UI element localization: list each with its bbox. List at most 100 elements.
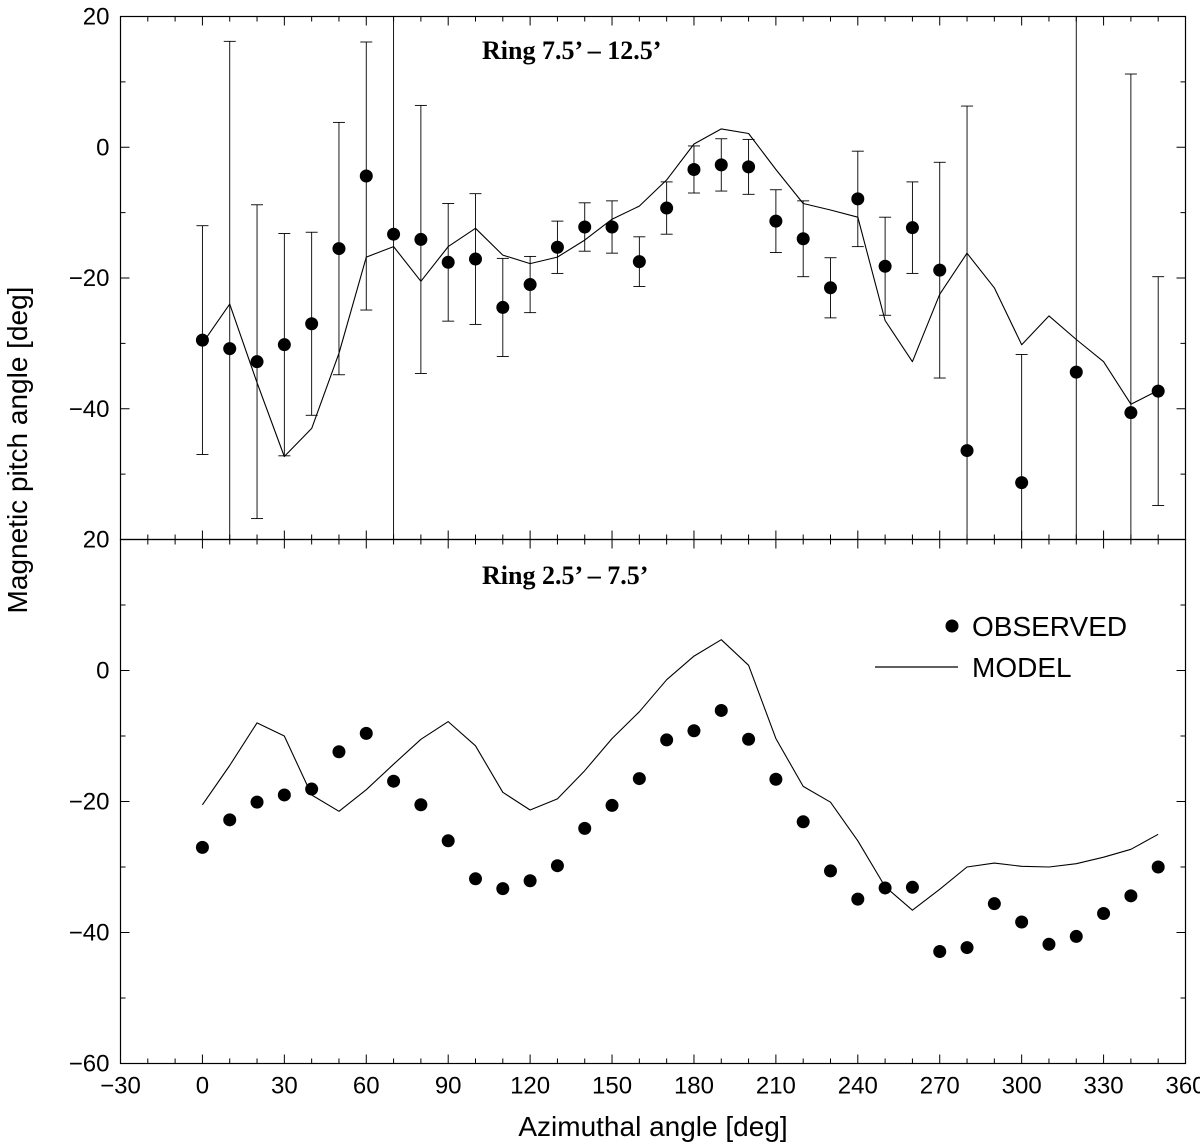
- observed-point: [1069, 365, 1083, 379]
- x-tick-label: 180: [674, 1073, 714, 1100]
- x-tick-label: 150: [592, 1073, 632, 1100]
- model-lines: [201, 128, 1159, 911]
- observed-point: [742, 160, 756, 174]
- tick-labels: −40 −20 0 20 −60 −40 −20 0 20 −30 0 30 60 90 120 150 180…: [69, 4, 1200, 1100]
- observed-point: [1151, 860, 1165, 874]
- observed-point: [660, 201, 674, 215]
- y-tick-label: −60: [69, 1051, 110, 1078]
- observed-point: [469, 252, 482, 266]
- observed-point: [1015, 915, 1029, 929]
- observed-point: [523, 278, 537, 292]
- observed-point: [605, 220, 619, 234]
- observed-points: [195, 158, 1165, 958]
- observed-point: [1069, 929, 1083, 943]
- observed-point: [277, 788, 291, 802]
- error-bars: [196, 16, 1165, 540]
- observed-point: [632, 772, 646, 786]
- observed-point: [305, 317, 319, 331]
- legend-observed-marker: [945, 619, 959, 633]
- observed-point: [1124, 889, 1138, 903]
- x-tick-label: 0: [196, 1073, 209, 1100]
- observed-point: [1124, 406, 1138, 420]
- observed-point: [714, 703, 728, 717]
- observed-point: [987, 897, 1001, 911]
- x-tick-label: −30: [100, 1073, 141, 1100]
- legend: OBSERVED MODEL: [875, 611, 1127, 683]
- observed-point: [359, 169, 373, 183]
- x-tick-label: 90: [435, 1073, 462, 1100]
- observed-point: [796, 815, 810, 829]
- observed-point: [1151, 384, 1165, 398]
- y-tick-label: −40: [69, 396, 110, 423]
- observed-point: [469, 872, 482, 886]
- observed-point: [305, 782, 319, 796]
- y-tick-label: −20: [69, 265, 110, 292]
- observed-point: [933, 263, 947, 277]
- x-axis-title: Azimuthal angle [deg]: [518, 1111, 787, 1142]
- observed-point: [496, 300, 510, 314]
- x-tick-label: 300: [1002, 1073, 1042, 1100]
- y-tick-label: 0: [96, 658, 109, 685]
- observed-point: [960, 941, 974, 955]
- legend-model-label: MODEL: [972, 652, 1072, 683]
- y-axis-title: Magnetic pitch angle [deg]: [2, 287, 33, 614]
- observed-point: [1097, 907, 1111, 921]
- observed-point: [250, 795, 264, 809]
- observed-point: [414, 232, 428, 246]
- model-line: [201, 128, 1159, 458]
- observed-point: [824, 864, 837, 878]
- observed-point: [851, 892, 865, 906]
- observed-point: [387, 774, 401, 788]
- observed-point: [332, 745, 346, 759]
- x-tick-label: 210: [756, 1073, 796, 1100]
- observed-point: [496, 882, 510, 896]
- observed-point: [223, 342, 237, 356]
- observed-point: [878, 881, 892, 895]
- observed-point: [933, 944, 947, 958]
- model-line: [201, 639, 1159, 911]
- y-tick-label: −20: [69, 789, 110, 816]
- observed-point: [250, 355, 264, 369]
- observed-point: [578, 821, 592, 835]
- observed-point: [769, 214, 783, 228]
- x-tick-label: 30: [271, 1073, 298, 1100]
- observed-point: [550, 240, 564, 254]
- observed-point: [550, 859, 564, 873]
- x-tick-label: 330: [1084, 1073, 1124, 1100]
- observed-point: [359, 726, 373, 740]
- y-tick-label: 0: [96, 134, 109, 161]
- observed-point: [769, 772, 783, 786]
- y-tick-label: 20: [83, 4, 110, 31]
- observed-point: [605, 798, 619, 812]
- observed-point: [687, 724, 701, 738]
- observed-point: [277, 338, 291, 352]
- legend-observed-label: OBSERVED: [972, 611, 1127, 642]
- observed-point: [1042, 937, 1056, 951]
- observed-point: [332, 242, 346, 256]
- observed-point: [223, 813, 237, 827]
- observed-point: [905, 880, 919, 894]
- y-tick-label: 20: [83, 527, 110, 554]
- observed-point: [796, 232, 810, 246]
- observed-point: [742, 732, 756, 746]
- top-panel-title: Ring 7.5’ – 12.5’: [482, 36, 661, 65]
- observed-point: [387, 227, 401, 241]
- x-tick-label: 120: [510, 1073, 550, 1100]
- observed-point: [523, 874, 537, 888]
- observed-point: [441, 834, 455, 848]
- observed-point: [824, 281, 837, 295]
- observed-point: [1015, 476, 1029, 490]
- observed-point: [195, 840, 209, 854]
- observed-point: [414, 798, 428, 812]
- observed-point: [905, 221, 919, 235]
- observed-point: [441, 255, 455, 269]
- x-tick-label: 270: [920, 1073, 960, 1100]
- observed-point: [687, 162, 701, 176]
- observed-point: [714, 158, 728, 172]
- observed-point: [851, 192, 865, 206]
- observed-point: [878, 259, 892, 273]
- top-panel-frame: [119, 15, 1187, 541]
- x-tick-label: 60: [353, 1073, 380, 1100]
- y-tick-label: −40: [69, 920, 110, 947]
